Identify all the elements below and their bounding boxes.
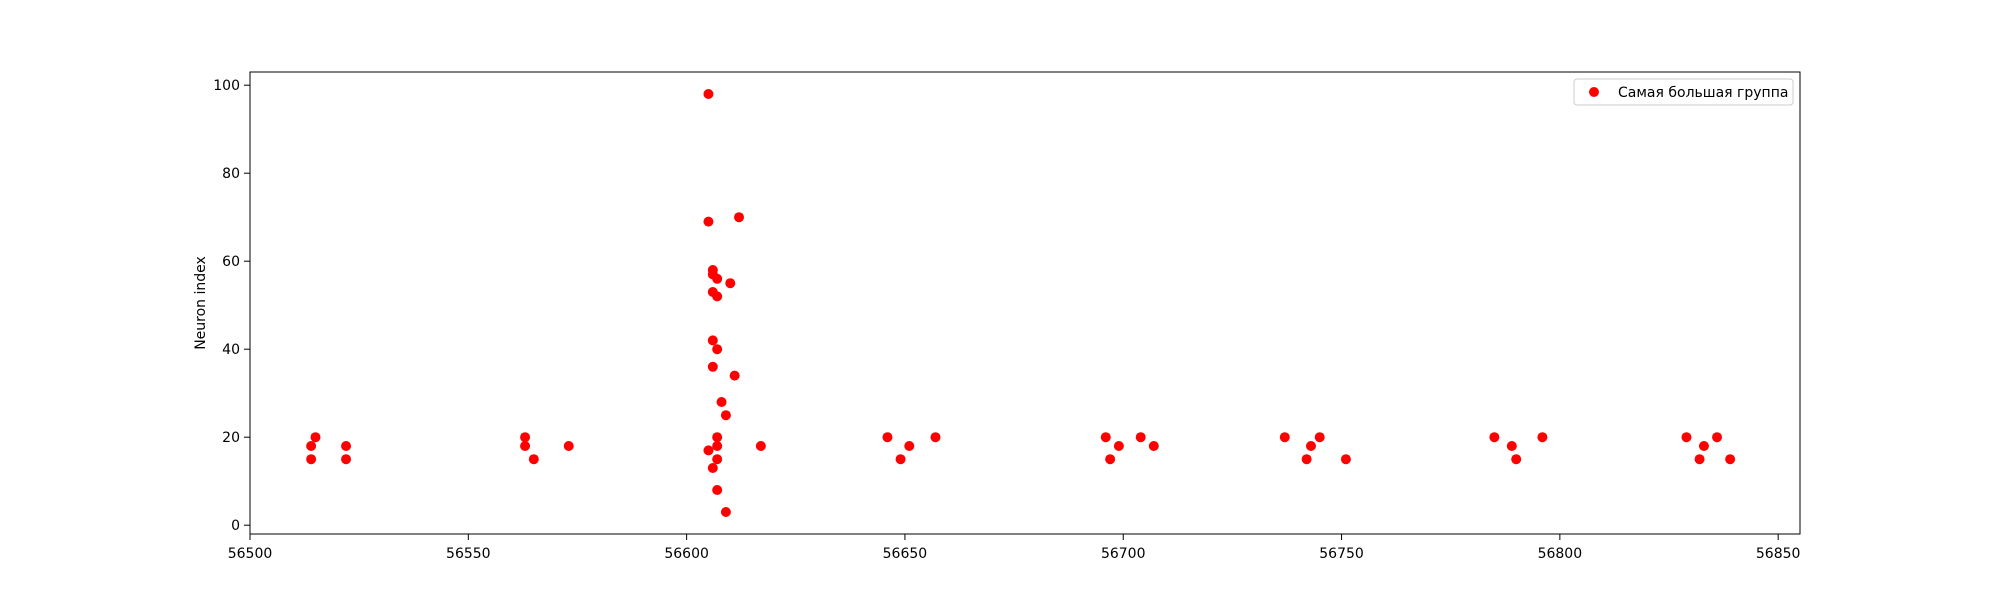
y-axis: 0 20 40 60 80 100 [213, 78, 250, 534]
data-point [712, 291, 723, 302]
data-point [1105, 454, 1116, 465]
data-point [720, 410, 731, 421]
data-point [712, 344, 723, 355]
data-point [1305, 441, 1316, 451]
data-point [1279, 432, 1290, 443]
data-point [882, 432, 893, 443]
data-point [1100, 432, 1111, 443]
y-tick-label: 80 [222, 166, 240, 182]
x-tick-label: 56700 [1101, 546, 1146, 562]
legend-box [1573, 78, 1794, 106]
x-tick-label: 56600 [664, 546, 709, 562]
data-point [725, 278, 736, 289]
data-point [716, 397, 727, 407]
data-point [1712, 432, 1723, 443]
y-tick-label: 60 [222, 254, 240, 270]
data-point [703, 216, 714, 227]
data-point [1314, 432, 1325, 443]
data-point [707, 361, 718, 372]
data-point [306, 441, 317, 451]
plot-area [250, 72, 1800, 534]
x-axis: 56500 56550 56600 56650 56700 56750 56800 56850 [228, 534, 1801, 562]
x-tick-label: 56550 [446, 546, 491, 562]
legend: Самая большая группа [1573, 78, 1794, 106]
data-point [1681, 432, 1692, 443]
data-point [1698, 441, 1709, 451]
data-point [904, 441, 915, 451]
data-point [1489, 432, 1500, 443]
data-point [563, 441, 574, 451]
legend-label: Самая большая группа [1618, 85, 1788, 101]
data-point [712, 441, 723, 451]
data-point [1135, 432, 1146, 443]
data-point [1511, 454, 1522, 465]
y-tick-label: 100 [213, 78, 240, 94]
data-point [712, 432, 723, 443]
y-tick-label: 20 [222, 430, 240, 446]
data-point [712, 485, 723, 495]
data-points [306, 89, 1736, 517]
data-point [341, 454, 352, 465]
data-point [729, 370, 740, 381]
data-point [1301, 454, 1312, 465]
data-point [707, 335, 718, 346]
data-point [707, 463, 718, 473]
x-tick-label: 56750 [1319, 546, 1364, 562]
data-point [520, 441, 531, 451]
data-point [1113, 441, 1124, 451]
legend-marker [1589, 87, 1599, 97]
data-point [1725, 454, 1736, 465]
data-point [712, 454, 723, 465]
plot-frame [249, 71, 1801, 535]
y-tick-label: 40 [222, 342, 240, 358]
data-point [712, 273, 723, 284]
y-axis-title: Neuron index [193, 256, 209, 350]
data-point [703, 445, 714, 456]
x-tick-label: 56650 [883, 546, 928, 562]
data-point [528, 454, 539, 465]
x-tick-label: 56500 [228, 546, 273, 562]
data-point [341, 441, 352, 451]
data-point [895, 454, 906, 465]
data-point [1694, 454, 1705, 465]
x-tick-label: 56850 [1756, 546, 1801, 562]
data-point [703, 89, 714, 99]
data-point [755, 441, 766, 451]
data-point [520, 432, 531, 443]
data-point [1537, 432, 1548, 443]
data-point [930, 432, 941, 443]
data-point [310, 432, 321, 443]
data-point [1340, 454, 1351, 465]
y-tick-label: 0 [231, 518, 240, 534]
data-point [1506, 441, 1517, 451]
data-point [1148, 441, 1159, 451]
data-point [734, 212, 745, 223]
data-point [306, 454, 317, 465]
data-point [720, 507, 731, 517]
x-tick-label: 56800 [1538, 546, 1583, 562]
